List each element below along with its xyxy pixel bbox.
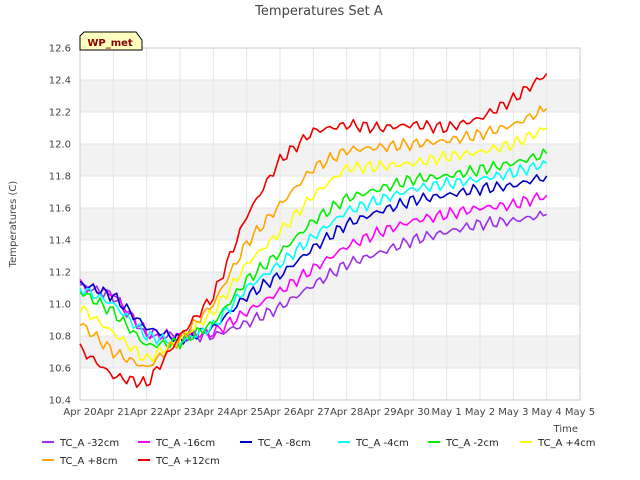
y-tick-label: 11.4 <box>49 236 71 247</box>
chart-title: Temperatures Set A <box>254 4 383 19</box>
x-tick-label: Apr 23 <box>163 407 196 418</box>
series-line <box>79 105 548 368</box>
x-tick-label: Apr 30 <box>397 407 430 418</box>
background-band <box>80 304 580 336</box>
background-band <box>80 272 580 304</box>
legend-label: TC_A -2cm <box>445 438 499 449</box>
background-band <box>80 80 580 112</box>
y-tick-label: 11.0 <box>49 300 71 311</box>
series-line <box>79 73 548 389</box>
x-tick-label: Apr 28 <box>330 407 363 418</box>
y-tick-label: 10.4 <box>49 396 71 407</box>
x-axis-label: Time <box>553 424 578 435</box>
y-tick-label: 10.6 <box>49 364 71 375</box>
x-tick-label: Apr 20 <box>63 407 96 418</box>
background-band <box>80 368 580 400</box>
x-tick-label: May 2 <box>465 407 495 418</box>
wp-met-badge: WP_met <box>79 31 143 51</box>
legend-label: TC_A -8cm <box>257 438 311 449</box>
x-tick-label: May 4 <box>532 407 562 418</box>
legend-label: TC_A -4cm <box>355 438 409 449</box>
y-tick-label: 11.2 <box>49 268 71 279</box>
background-band <box>80 112 580 144</box>
legend-label: TC_A +12cm <box>155 456 220 467</box>
y-tick-label: 12.6 <box>49 44 71 55</box>
plot-frame <box>79 47 581 401</box>
x-tick-label: Apr 26 <box>263 407 296 418</box>
legend-label: TC_A -32cm <box>59 438 119 449</box>
legend: TC_A -32cm TC_A -16cm TC_A -8cm TC_A -4cm TC… <box>42 438 596 467</box>
x-tick-label: Apr 25 <box>230 407 263 418</box>
x-tick-label: Apr 22 <box>130 407 163 418</box>
x-tick-label: May 3 <box>498 407 528 418</box>
badge-shape <box>79 31 143 51</box>
x-tick-label: May 5 <box>565 407 595 418</box>
y-tick-label: 12.4 <box>49 76 71 87</box>
background-band <box>80 240 580 272</box>
legend-label: TC_A -16cm <box>155 438 215 449</box>
x-axis-ticks: Apr 20 Apr 21 Apr 22 Apr 23 Apr 24 Apr 25 Apr … <box>63 407 595 418</box>
x-tick-label: May 1 <box>432 407 462 418</box>
x-tick-label: Apr 21 <box>97 407 130 418</box>
y-tick-label: 11.6 <box>49 204 71 215</box>
series-lines <box>79 73 548 389</box>
legend-label: TC_A +4cm <box>537 438 596 449</box>
y-axis-label: Temperatures (C) <box>8 181 19 269</box>
series-line <box>79 160 548 346</box>
series-line <box>79 148 548 350</box>
y-tick-label: 12.0 <box>49 140 71 151</box>
x-tick-label: Apr 27 <box>297 407 330 418</box>
y-axis-ticks: 10.4 10.6 10.8 11.0 11.2 11.4 11.6 11.8 12.0 12.2… <box>49 44 71 407</box>
y-tick-label: 11.8 <box>49 172 71 183</box>
badge-label: WP_met <box>87 38 133 49</box>
series-line <box>79 126 548 363</box>
y-tick-label: 12.2 <box>49 108 71 119</box>
x-tick-label: Apr 29 <box>363 407 396 418</box>
legend-label: TC_A +8cm <box>59 456 118 467</box>
x-tick-label: Apr 24 <box>197 407 230 418</box>
background-band <box>80 144 580 176</box>
series-line <box>79 174 548 345</box>
plot-background-bands <box>80 48 580 400</box>
y-tick-label: 10.8 <box>49 332 71 343</box>
background-band <box>80 48 580 80</box>
